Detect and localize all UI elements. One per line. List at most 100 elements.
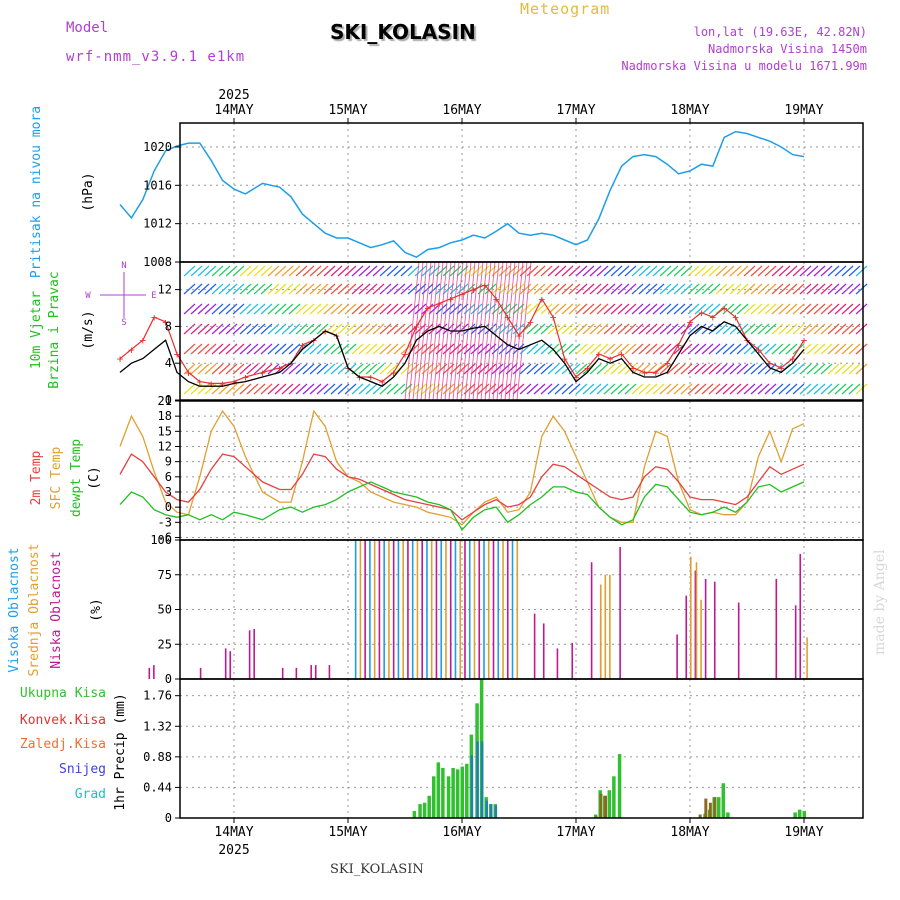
wind-barb bbox=[673, 265, 686, 277]
wind-barb bbox=[582, 383, 595, 395]
wind-barb bbox=[323, 343, 336, 355]
precip-legend-item: Zaledj.Kisa bbox=[20, 737, 106, 752]
wind-barb bbox=[736, 343, 749, 355]
wind-barb bbox=[323, 303, 336, 315]
wind-barb bbox=[477, 343, 490, 355]
wind-gust-marker: + bbox=[436, 297, 443, 310]
wind-barb bbox=[540, 383, 553, 395]
cloud-overcast-bar bbox=[359, 540, 362, 679]
wind-barb bbox=[841, 303, 854, 315]
wind-y-tick-label: 0 bbox=[165, 393, 172, 407]
wind-barb bbox=[225, 283, 238, 295]
wind-barb bbox=[344, 303, 357, 315]
wind-barb bbox=[638, 343, 651, 355]
wind-barb-dense bbox=[404, 261, 420, 401]
wind-barb bbox=[848, 363, 861, 375]
precip-total-bar bbox=[455, 769, 460, 818]
wind-barb bbox=[568, 265, 581, 277]
wind-barb bbox=[582, 323, 595, 335]
wind-barb bbox=[603, 343, 616, 355]
wind-barb bbox=[232, 383, 245, 395]
wind-gust-marker: + bbox=[766, 357, 773, 370]
cloud-mid-bar bbox=[690, 556, 692, 679]
wind-barb bbox=[554, 283, 567, 295]
temperature-y-tick-label: 21 bbox=[158, 394, 172, 408]
wind-barb bbox=[603, 363, 616, 375]
wind-barb bbox=[526, 343, 539, 355]
wind-barb bbox=[708, 303, 721, 315]
wind-barb bbox=[323, 383, 336, 395]
wind-barb bbox=[764, 343, 777, 355]
precip-snow-bar bbox=[476, 741, 479, 818]
precip-y-tick-label: 1.32 bbox=[143, 719, 172, 733]
precip-total-bar bbox=[593, 814, 598, 818]
precip-snow-bar bbox=[494, 805, 498, 818]
wind-barb bbox=[722, 363, 735, 375]
wind-barb bbox=[631, 283, 644, 295]
wind-barb bbox=[645, 343, 658, 355]
wind-barb bbox=[358, 303, 371, 315]
compass-s: S bbox=[121, 318, 126, 328]
wind-barb bbox=[358, 283, 371, 295]
wind-barb bbox=[372, 265, 385, 277]
wind-barb bbox=[281, 343, 294, 355]
temperature-y-tick-label: 9 bbox=[165, 455, 172, 469]
wind-barb bbox=[253, 383, 266, 395]
wind-barb bbox=[484, 323, 497, 335]
wind-barb bbox=[407, 283, 420, 295]
wind-barb bbox=[834, 343, 847, 355]
wind-barb bbox=[407, 265, 420, 277]
wind-barb bbox=[421, 343, 434, 355]
wind-barb bbox=[183, 323, 196, 335]
wind-gust-marker: + bbox=[447, 293, 454, 306]
wind-barb bbox=[757, 363, 770, 375]
dewpoint-line bbox=[119, 481, 805, 532]
wind-barb bbox=[687, 363, 700, 375]
wind-barb bbox=[365, 363, 378, 375]
wind-gust-marker: + bbox=[162, 316, 169, 329]
cloud-low-bar bbox=[295, 667, 298, 679]
wind-barb bbox=[211, 265, 224, 277]
cloud-low-bar bbox=[310, 665, 312, 679]
wind-barb bbox=[379, 323, 392, 335]
wind-barb bbox=[666, 303, 679, 315]
wind-barb bbox=[652, 323, 665, 335]
wind-barb bbox=[253, 283, 266, 295]
cloud-overcast-bar bbox=[516, 540, 519, 679]
cloud-unit-label: (%) bbox=[89, 598, 104, 621]
wind-barb bbox=[806, 323, 819, 335]
wind-barb bbox=[351, 343, 364, 355]
cloud-low-bar bbox=[694, 570, 697, 679]
wind-barb bbox=[589, 265, 602, 277]
wind-barb bbox=[190, 343, 203, 355]
wind-barb bbox=[736, 265, 749, 277]
wind-barb bbox=[365, 323, 378, 335]
wind-barb bbox=[372, 323, 385, 335]
wind-barb bbox=[624, 323, 637, 335]
wind-barb bbox=[302, 363, 315, 375]
cloud-low-bar bbox=[713, 581, 716, 679]
precip-mixed-bar bbox=[713, 797, 717, 818]
precip-y-tick-label: 0 bbox=[165, 811, 172, 825]
wind-barb bbox=[204, 323, 217, 335]
wind-barb bbox=[309, 343, 322, 355]
cloud-low-bar bbox=[148, 667, 151, 679]
wind-barb bbox=[239, 283, 252, 295]
wind-barb bbox=[729, 343, 742, 355]
wind-barb bbox=[757, 283, 770, 295]
wind-barb bbox=[519, 383, 532, 395]
wind-barb bbox=[540, 363, 553, 375]
wind-barb bbox=[295, 283, 308, 295]
wind-barb bbox=[316, 343, 329, 355]
wind-barb bbox=[309, 363, 322, 375]
wind-barb bbox=[421, 265, 434, 277]
precip-mixed-bar bbox=[599, 793, 603, 818]
wind-barb bbox=[645, 303, 658, 315]
wind-barb bbox=[449, 343, 462, 355]
precip-total-bar bbox=[612, 776, 616, 818]
wind-barb bbox=[295, 265, 308, 277]
wind-barb bbox=[666, 323, 679, 335]
cloud-low-bar bbox=[328, 665, 331, 679]
wind-barb bbox=[295, 303, 308, 315]
wind-barb bbox=[309, 383, 322, 395]
